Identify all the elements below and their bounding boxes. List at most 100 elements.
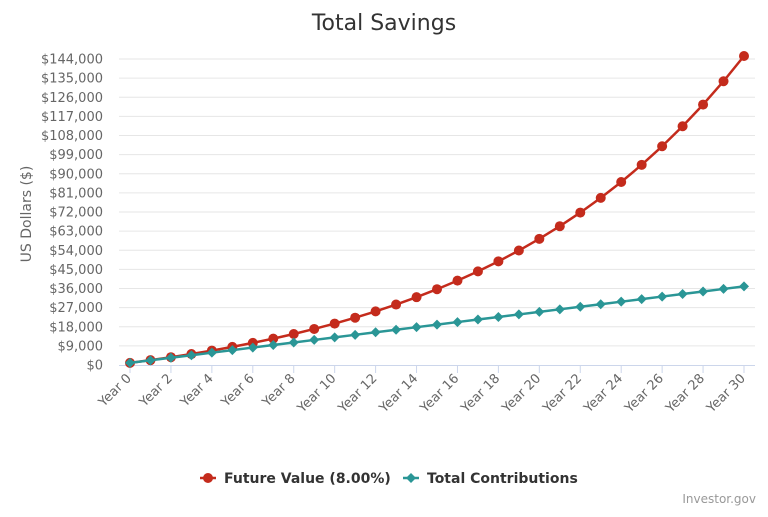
y-tick-label: $0 xyxy=(86,359,103,374)
data-point[interactable] xyxy=(513,309,524,320)
legend[interactable]: Future Value (8.00%) Total Contributions xyxy=(200,471,578,487)
data-point[interactable] xyxy=(554,221,565,232)
data-point[interactable] xyxy=(227,345,238,356)
x-tick-label: Year 24 xyxy=(581,371,626,416)
data-point[interactable] xyxy=(411,292,422,303)
y-tick-label: $108,000 xyxy=(41,129,103,144)
data-point[interactable] xyxy=(657,141,668,152)
data-point[interactable] xyxy=(493,256,504,267)
data-point[interactable] xyxy=(411,322,422,333)
y-tick-label: $81,000 xyxy=(49,186,103,201)
data-point[interactable] xyxy=(391,299,402,310)
legend-item[interactable]: Future Value (8.00%) xyxy=(200,471,391,487)
data-point[interactable] xyxy=(268,333,279,344)
data-point[interactable] xyxy=(432,319,442,330)
legend-label: Total Contributions xyxy=(427,471,578,487)
data-point[interactable] xyxy=(206,347,217,358)
data-point[interactable] xyxy=(575,207,586,218)
gridlines xyxy=(119,58,755,347)
data-point[interactable] xyxy=(575,301,586,312)
x-tick-label: Year 12 xyxy=(335,371,380,416)
y-tick-label: $135,000 xyxy=(41,72,103,87)
y-tick-label: $27,000 xyxy=(49,301,103,316)
data-point[interactable] xyxy=(636,294,647,305)
data-point[interactable] xyxy=(329,318,340,329)
y-tick-label: $63,000 xyxy=(49,225,103,240)
data-point[interactable] xyxy=(493,311,504,322)
x-tick-label: Year 22 xyxy=(540,371,585,416)
data-point[interactable] xyxy=(739,281,749,292)
y-tick-label: $144,000 xyxy=(41,53,103,68)
y-tick-label: $90,000 xyxy=(49,167,103,182)
data-point[interactable] xyxy=(288,337,299,348)
data-point[interactable] xyxy=(268,340,279,351)
legend-marker xyxy=(203,473,213,483)
data-point[interactable] xyxy=(718,76,729,87)
x-tick-label: Year 8 xyxy=(259,371,299,411)
x-tick-label: Year 0 xyxy=(95,371,135,411)
x-tick-label: Year 28 xyxy=(662,371,707,416)
x-tick-label: Year 18 xyxy=(458,371,503,416)
data-point[interactable] xyxy=(288,328,299,339)
y-tick-label: $45,000 xyxy=(49,263,103,278)
data-point[interactable] xyxy=(309,323,320,334)
x-tick-label: Year 26 xyxy=(622,371,667,416)
data-point[interactable] xyxy=(165,352,176,363)
data-point[interactable] xyxy=(595,299,606,310)
data-point[interactable] xyxy=(636,159,647,170)
chart-title: Total Savings xyxy=(311,11,456,36)
legend-marker xyxy=(406,473,416,483)
data-point[interactable] xyxy=(513,245,524,256)
data-point[interactable] xyxy=(718,283,729,294)
series-line xyxy=(129,55,745,365)
legend-label: Future Value (8.00%) xyxy=(224,471,391,487)
data-point[interactable] xyxy=(677,121,688,132)
data-point[interactable] xyxy=(616,296,627,307)
data-point[interactable] xyxy=(370,306,381,317)
data-point[interactable] xyxy=(698,286,709,297)
data-point[interactable] xyxy=(534,306,545,317)
data-point[interactable] xyxy=(125,357,135,368)
data-point[interactable] xyxy=(350,312,361,323)
y-tick-label: $9,000 xyxy=(58,339,104,354)
data-point[interactable] xyxy=(739,50,749,61)
y-tick-label: $36,000 xyxy=(49,282,103,297)
y-tick-label: $54,000 xyxy=(49,244,103,259)
x-tick-label: Year 2 xyxy=(136,371,176,411)
data-point[interactable] xyxy=(616,176,627,187)
x-tick-label: Year 16 xyxy=(417,371,462,416)
series-total-contributions[interactable] xyxy=(125,281,749,368)
data-point[interactable] xyxy=(452,317,463,328)
data-point[interactable] xyxy=(595,192,606,203)
data-point[interactable] xyxy=(247,342,258,353)
data-point[interactable] xyxy=(350,329,361,340)
data-point[interactable] xyxy=(472,314,483,325)
x-tick-label: Year 4 xyxy=(177,371,217,411)
series-group xyxy=(125,50,749,368)
y-tick-label: $126,000 xyxy=(41,91,103,106)
data-point[interactable] xyxy=(472,266,483,277)
data-point[interactable] xyxy=(432,284,442,295)
data-point[interactable] xyxy=(554,304,565,315)
legend-item[interactable]: Total Contributions xyxy=(403,471,578,487)
data-point[interactable] xyxy=(309,334,320,345)
data-point[interactable] xyxy=(657,291,668,302)
data-point[interactable] xyxy=(370,327,381,338)
data-point[interactable] xyxy=(698,99,709,110)
y-tick-label: $72,000 xyxy=(49,206,103,221)
data-point[interactable] xyxy=(677,289,688,300)
y-tick-label: $99,000 xyxy=(49,148,103,163)
data-point[interactable] xyxy=(452,275,463,286)
data-point[interactable] xyxy=(391,324,402,335)
y-tick-label: $117,000 xyxy=(41,110,103,125)
y-axis-ticks: $0 $9,000 $18,000 $27,000 $36,000 $45,000 $54,… xyxy=(41,53,103,374)
data-point[interactable] xyxy=(329,332,340,343)
data-point[interactable] xyxy=(186,350,197,361)
credit-text[interactable]: Investor.gov xyxy=(682,492,756,506)
data-point[interactable] xyxy=(534,233,545,244)
data-point[interactable] xyxy=(145,355,156,366)
x-tick-label: Year 14 xyxy=(376,371,421,416)
